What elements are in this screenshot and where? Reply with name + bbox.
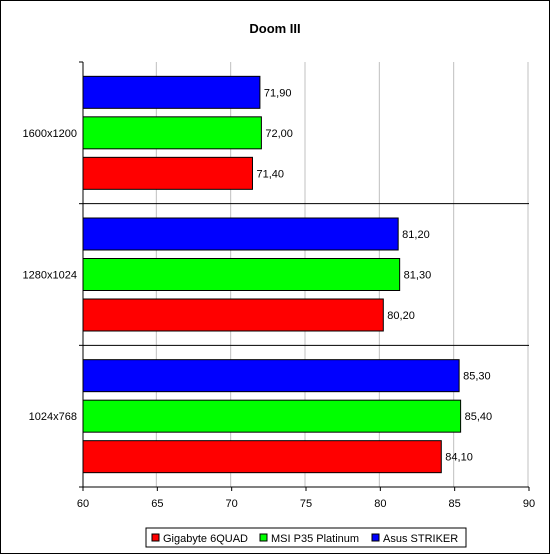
legend-box (145, 527, 467, 548)
x-tick-label: 85 (449, 498, 461, 510)
bar-msi-p35-platinum-1600x1200 (82, 116, 262, 150)
legend-swatch (151, 533, 160, 542)
legend-swatch (371, 533, 380, 542)
bar-gigabyte-6quad-1024x768 (82, 440, 442, 474)
bar-msi-p35-platinum-1280x1024 (82, 258, 401, 291)
x-tick-label: 60 (77, 498, 89, 510)
bar-gigabyte-6quad-1280x1024 (82, 298, 384, 332)
category-label: 1600x1200 (23, 128, 77, 140)
x-tick-label: 75 (300, 498, 312, 510)
bar-msi-p35-platinum-1024x768 (82, 399, 462, 433)
legend-swatch (259, 533, 268, 542)
chart-title: Doom III (249, 21, 300, 36)
category-label: 1024x768 (29, 411, 77, 423)
x-tick-label: 80 (374, 498, 386, 510)
legend-entry-label: MSI P35 Platinum (271, 533, 359, 545)
bar-value-label: 81,30 (404, 270, 432, 282)
bar-asus-striker-1024x768 (82, 359, 460, 393)
x-tick-label: 70 (226, 498, 238, 510)
legend-entry-label: Asus STRIKER (383, 533, 458, 545)
legend-entry-label: Gigabyte 6QUAD (163, 533, 248, 545)
bar-value-label: 71,90 (264, 87, 292, 99)
bar-value-label: 81,20 (402, 229, 430, 241)
category-label: 1280x1024 (23, 270, 77, 282)
bars: 71,90 72,00 71,40 81,20 81,30 80,20 85,30 85,40… (82, 75, 493, 474)
x-tick-label: 90 (523, 498, 535, 510)
bar-asus-striker-1600x1200 (82, 75, 261, 109)
bar-value-label: 71,40 (256, 168, 284, 180)
axes: 1600x1200 1280x1024 1024x768 60 65 70 75 80 85 90 (23, 61, 535, 510)
bar-asus-striker-1280x1024 (82, 217, 399, 251)
legend: Gigabyte 6QUAD MSI P35 Platinum Asus STRIK… (145, 527, 467, 548)
bar-value-label: 85,30 (463, 371, 491, 383)
bar-value-label: 85,40 (465, 411, 493, 423)
x-tick-label: 65 (151, 498, 163, 510)
bar-value-label: 72,00 (265, 128, 293, 140)
bar-gigabyte-6quad-1600x1200 (82, 156, 253, 190)
bar-value-label: 80,20 (387, 310, 415, 322)
bar-value-label: 84,10 (445, 452, 473, 464)
